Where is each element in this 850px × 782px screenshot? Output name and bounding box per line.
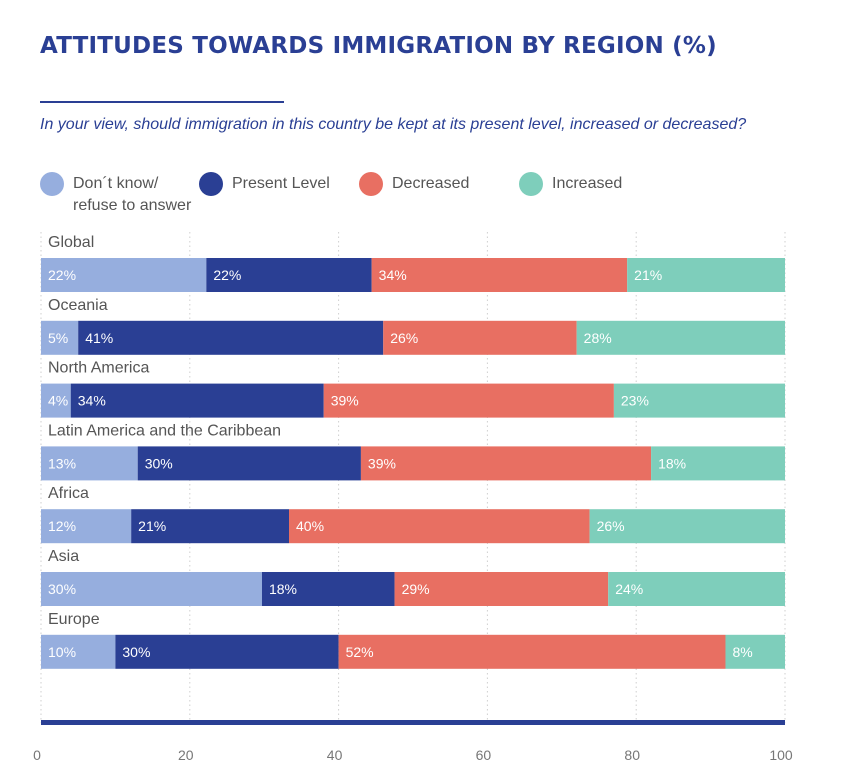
bar-segment [41,446,138,481]
bar-value-label: 30% [48,581,76,597]
category-label: Asia [48,548,79,565]
bar-value-label: 5% [48,330,68,346]
bar-segment [41,572,262,606]
bar-value-label: 39% [368,455,396,471]
bar-value-label: 8% [732,644,752,660]
bar-value-label: 34% [379,267,407,283]
x-axis-line [41,720,785,725]
bar-segment [289,509,590,544]
bar-segment [383,320,577,355]
x-tick-label: 60 [476,747,492,763]
legend-label: Don´t know/ refuse to answer [73,175,192,214]
bar-value-label: 30% [122,644,150,660]
bar-value-label: 22% [48,267,76,283]
bar-segment [323,383,614,418]
category-label: Latin America and the Caribbean [48,422,281,439]
category-label: Europe [48,611,100,628]
legend-label: Present Level [232,175,330,192]
legend-swatch [199,172,223,196]
bar-segment [206,258,372,292]
bar-segment [338,634,726,669]
bar-segment [371,258,628,292]
legend-swatch [359,172,383,196]
bar-segment [41,320,79,355]
bar-segment [651,446,785,481]
bar-segment [360,446,652,481]
bar-value-label: 21% [138,518,166,534]
category-label: Africa [48,485,89,502]
bar-segment [576,320,785,355]
bar-segment [41,634,116,669]
bar-value-label: 41% [85,330,113,346]
bar-segment [131,509,289,544]
x-tick-label: 80 [624,747,640,763]
bar-value-label: 10% [48,644,76,660]
bar-segment [137,446,361,481]
bar-value-label: 26% [390,330,418,346]
legend-label: Decreased [392,175,470,192]
bar-value-label: 12% [48,518,76,534]
bar-value-label: 13% [48,455,76,471]
x-tick-label: 40 [327,747,343,763]
bar-value-label: 26% [597,518,625,534]
bar-segment [608,572,785,606]
bar-value-label: 52% [346,644,374,660]
bar-segment [261,572,395,606]
x-tick-label: 100 [769,747,793,763]
chart-title: ATTITUDES TOWARDS IMMIGRATION BY REGION … [40,33,717,59]
bar-segment [41,258,207,292]
bar-value-label: 21% [634,267,662,283]
bar-segment [70,383,324,418]
legend-swatch [40,172,64,196]
bar-value-label: 34% [78,393,106,409]
bar-segment [41,383,71,418]
bar-segment [78,320,384,355]
bar-segment [725,634,785,669]
bar-value-label: 40% [296,518,324,534]
bar-value-label: 18% [269,581,297,597]
chart-subtitle: In your view, should immigration in this… [40,116,747,133]
bar-value-label: 23% [621,393,649,409]
x-tick-label: 20 [178,747,194,763]
category-label: North America [48,360,149,377]
legend-swatch [519,172,543,196]
bar-segment [627,258,785,292]
bar-value-label: 22% [213,267,241,283]
bar-segment [613,383,785,418]
legend-label: Increased [552,175,623,192]
category-label: Global [48,234,94,251]
bar-segment [115,634,339,669]
bar-segment [394,572,609,606]
x-tick-label: 0 [33,747,41,763]
bar-value-label: 28% [584,330,612,346]
bar-value-label: 39% [331,393,359,409]
bar-segment [589,509,785,544]
bar-value-label: 29% [402,581,430,597]
bar-value-label: 30% [145,455,173,471]
bar-value-label: 24% [615,581,643,597]
title-underline [40,101,284,103]
bar-segment [41,509,132,544]
category-label: Oceania [48,297,108,314]
bar-value-label: 18% [658,455,686,471]
bar-value-label: 4% [48,393,68,409]
